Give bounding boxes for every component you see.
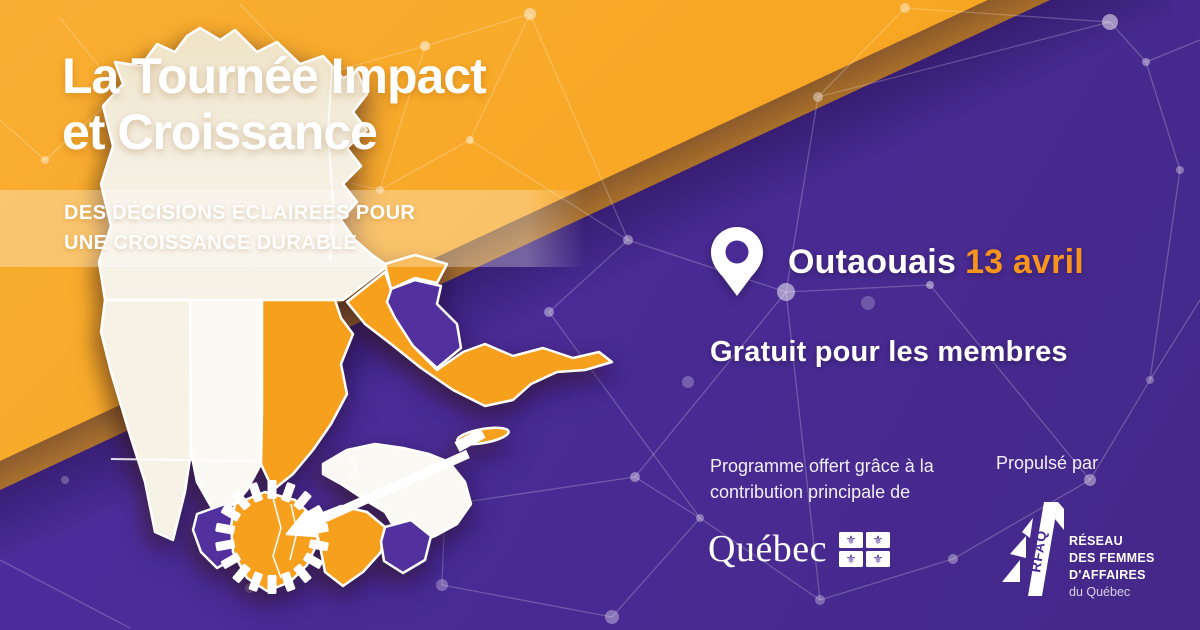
rfaq-name-line-4: du Québec [1069,585,1131,599]
quebec-logo: Québec ⚜ ⚜ ⚜ ⚜ [708,527,891,571]
program-credit-line-1: Programme offert grâce à la [710,456,934,476]
arrow-to-region [285,428,486,538]
program-credit-line-2: contribution principale de [710,482,911,502]
rfaq-logo-text: RÉSEAU DES FEMMES D'AFFAIRES du Québec [1069,533,1155,601]
map-region-mauricie [259,298,355,492]
subtitle-line-1: DES DÉCISIONS ÉCLAIRÉES POUR [64,202,416,224]
rfaq-logo: RFAQ RÉSEAU DES FEMMES D'AFFAIRES du Qué… [1002,496,1155,601]
quebec-flag-icon: ⚜ ⚜ ⚜ ⚜ [839,531,891,567]
subtitle-band [0,190,585,267]
map-region-west-white [188,298,264,512]
rfaq-logo-mark: RFAQ [1002,502,1064,596]
fleur-de-lis-icon: ⚜ [866,550,891,567]
location-pin-icon [711,227,763,296]
rfaq-name-line-3: D'AFFAIRES [1069,568,1146,582]
map-region-nord [97,26,387,302]
map-region-monteregie [379,518,433,575]
quebec-wordmark: Québec [708,528,828,570]
map-region-abitibi [99,298,193,542]
quebec-regions-map [97,26,614,594]
rfaq-name-line-1: RÉSEAU [1069,534,1123,548]
fleur-de-lis-icon: ⚜ [839,531,864,548]
page-title: La Tournée Impact et Croissance [62,48,487,160]
program-credit: Programme offert grâce à la contribution… [710,453,934,505]
event-date: 13 avril [965,242,1084,281]
rfaq-name-line-2: DES FEMMES [1069,551,1155,565]
event-location-date: Outaouais 13 avril [788,243,1084,282]
event-offer: Gratuit pour les membres [710,336,1068,368]
fleur-de-lis-icon: ⚜ [839,550,864,567]
page-subtitle: DES DÉCISIONS ÉCLAIRÉES POUR UNE CROISSA… [64,198,415,258]
title-line-1: La Tournée Impact [62,48,487,104]
title-line-2: et Croissance [62,104,378,160]
subtitle-line-2: UNE CROISSANCE DURABLE [64,232,358,254]
rfaq-acronym: RFAQ [1027,529,1050,574]
event-location: Outaouais [788,242,957,281]
dashed-ring-highlight [215,480,329,594]
fleur-de-lis-icon: ⚜ [866,531,891,548]
event-location-row: Outaouais 13 avril [710,226,1084,298]
map-region-cote-nord [345,270,614,408]
powered-by-label: Propulsé par [996,453,1099,473]
